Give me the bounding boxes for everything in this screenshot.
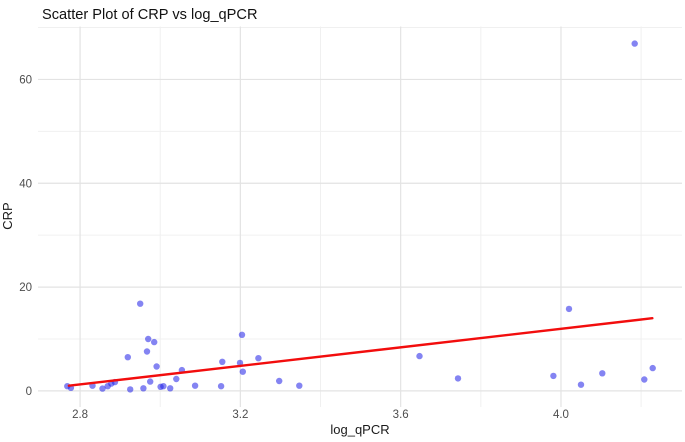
data-point [217, 383, 225, 390]
data-point [255, 355, 262, 362]
data-point [219, 358, 226, 365]
data-point [143, 348, 151, 355]
data-point [147, 378, 154, 385]
chart-title: Scatter Plot of CRP vs log_qPCR [42, 7, 258, 23]
data-point [238, 331, 246, 338]
data-point [454, 375, 462, 382]
data-point [649, 364, 656, 372]
data-point [145, 335, 152, 343]
data-point [236, 359, 244, 367]
x-tick-label: 3.2 [232, 409, 248, 421]
data-point [151, 338, 158, 346]
x-tick-label: 3.6 [393, 409, 409, 421]
point-layer [64, 40, 656, 393]
y-tick-label: 0 [26, 386, 32, 398]
data-point [631, 40, 638, 47]
data-point [137, 300, 144, 307]
data-point [577, 381, 585, 388]
data-point [127, 386, 134, 393]
axis-layer: 2.8 3.2 3.6 4.0 0 20 40 60 [19, 74, 569, 421]
data-point [599, 370, 606, 377]
trend-line-layer [67, 317, 654, 387]
data-point [565, 305, 573, 313]
regression-line [67, 317, 654, 387]
data-point [296, 382, 303, 389]
x-tick-label: 2.8 [72, 409, 88, 421]
data-point [191, 382, 199, 389]
data-point [416, 352, 423, 360]
x-axis-title: log_qPCR [330, 422, 389, 437]
y-tick-label: 60 [19, 74, 32, 86]
data-point [153, 363, 160, 370]
data-point [124, 354, 131, 361]
data-point [550, 372, 557, 380]
data-point [160, 383, 167, 390]
data-point [140, 385, 147, 392]
data-point [167, 385, 174, 392]
x-tick-label: 4.0 [553, 409, 569, 421]
y-tick-label: 40 [19, 178, 32, 190]
y-axis-title: CRP [0, 202, 15, 229]
y-tick-label: 20 [19, 282, 32, 294]
grid-layer [38, 26, 682, 407]
data-point [99, 385, 106, 392]
data-point [173, 375, 180, 383]
data-point [239, 368, 246, 375]
data-point [276, 377, 283, 385]
data-point [641, 376, 648, 383]
